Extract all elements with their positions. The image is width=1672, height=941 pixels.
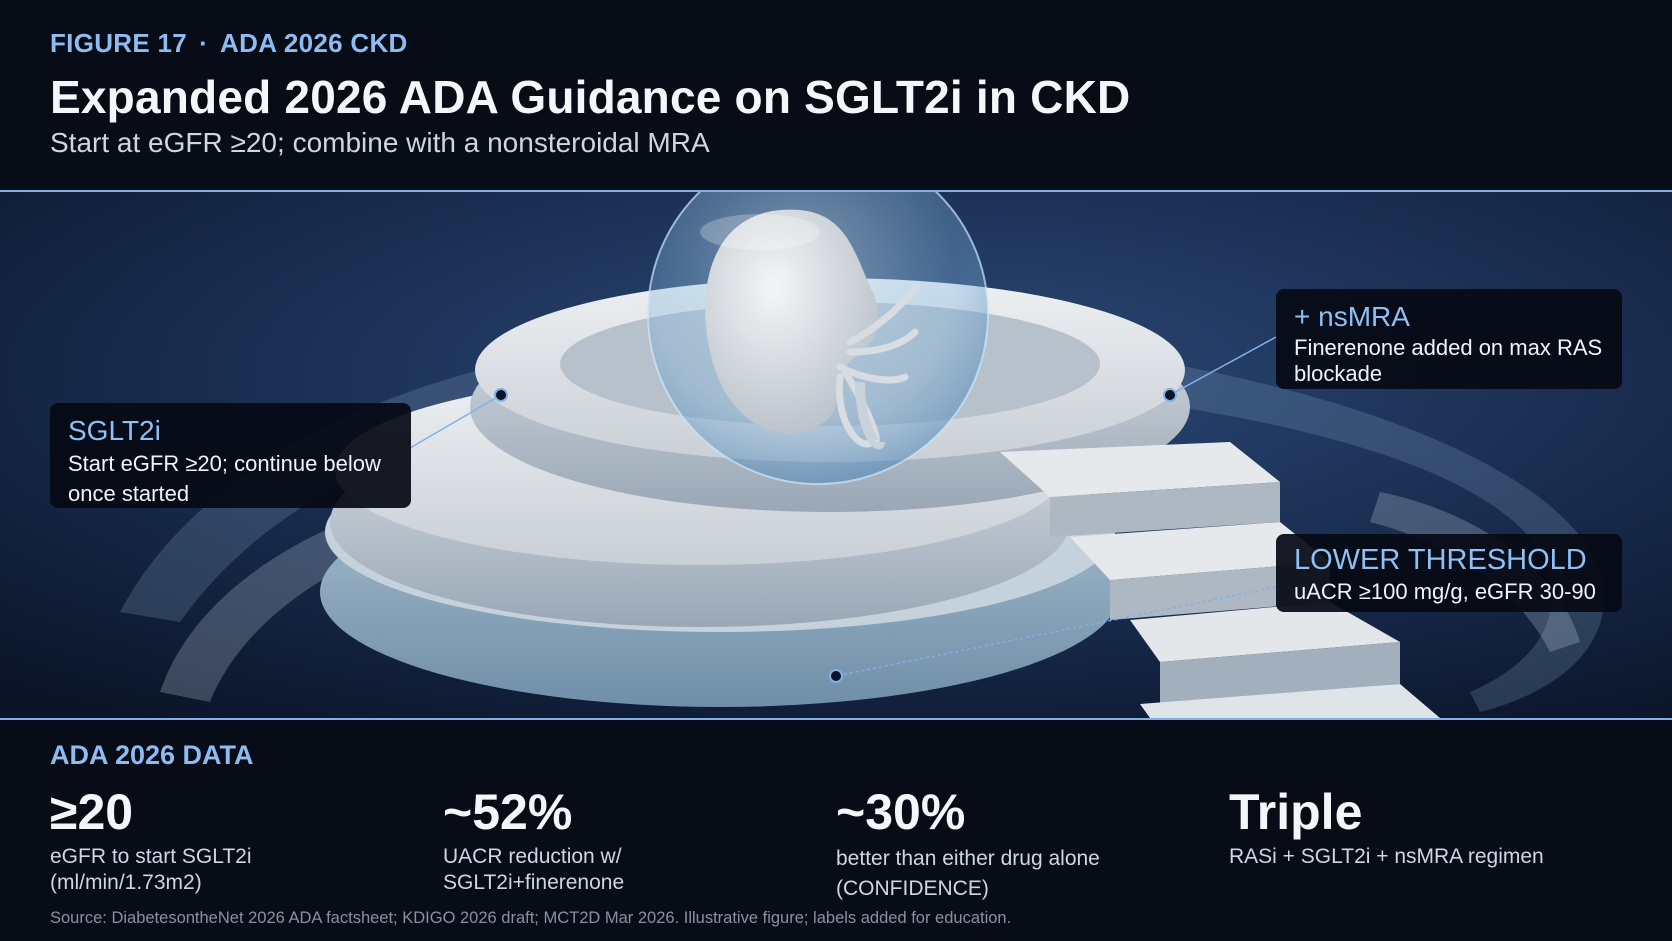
stat-label: RASi + SGLT2i + nsMRA regimen	[1229, 845, 1544, 868]
callout-title: SGLT2i	[68, 415, 161, 446]
top-divider	[0, 190, 1672, 192]
bottom-divider	[0, 718, 1672, 720]
leader-line-sglt2i	[409, 394, 502, 449]
stat-label: eGFR to start SGLT2i (ml/min/1.73m2)	[50, 845, 252, 894]
callout-lower-threshold: LOWER THRESHOLD uACR ≥100 mg/g, eGFR 30-…	[1276, 534, 1622, 612]
callout-title: LOWER THRESHOLD	[1294, 544, 1587, 576]
figure-header: FIGURE 17 · ADA 2026 CKD Expanded 2026 ADA…	[0, 0, 1672, 190]
kicker-separator: ·	[199, 28, 209, 58]
anchor-dot-nsmra	[1163, 388, 1177, 402]
illustration-svg	[0, 192, 1672, 718]
callout-title: + nsMRA	[1294, 301, 1410, 332]
anchor-dot-threshold	[829, 669, 843, 683]
callout-body: uACR ≥100 mg/g, eGFR 30-90	[1294, 579, 1596, 604]
kidney-vessels	[835, 283, 919, 448]
callout-nsmra: + nsMRA Finerenone added on max RAS bloc…	[1276, 289, 1622, 389]
kidney-illustration	[0, 192, 1672, 718]
source-note: Source: DiabetesontheNet 2026 ADA factsh…	[50, 909, 1012, 927]
callout-body: Start eGFR ≥20; continue below once star…	[68, 451, 381, 506]
stat-value: Triple	[1229, 784, 1363, 840]
stat-egfr: ≥20 eGFR to start SGLT2i (ml/min/1.73m2)	[50, 780, 410, 896]
stat-combination: ~30% better than either drug alone (CONF…	[836, 780, 1196, 904]
leader-line-threshold	[835, 586, 1277, 677]
stat-value: ~30%	[836, 784, 966, 840]
ureter	[855, 381, 885, 450]
figure-tag: ADA 2026 CKD	[220, 28, 408, 58]
callout-sglt2i: SGLT2i Start eGFR ≥20; continue below on…	[50, 403, 411, 508]
stat-value: ~52%	[443, 784, 573, 840]
page-title: Expanded 2026 ADA Guidance on SGLT2i in …	[50, 71, 1131, 123]
callout-body: Finerenone added on max RAS blockade	[1294, 335, 1603, 386]
leader-line-nsmra	[1169, 336, 1277, 396]
kidney-shape	[705, 209, 879, 434]
anchor-dot-sglt2i	[494, 388, 508, 402]
page-subtitle: Start at eGFR ≥20; combine with a nonste…	[50, 127, 710, 158]
stat-label: better than either drug alone (CONFIDENC…	[836, 847, 1100, 900]
data-section-heading: ADA 2026 DATA	[50, 740, 254, 770]
ribbon-swirl-right	[1370, 492, 1580, 652]
figure-kicker: FIGURE 17 · ADA 2026 CKD	[50, 28, 408, 59]
sphere-highlight	[700, 214, 820, 250]
staircase	[1000, 442, 1440, 718]
figure-label: FIGURE 17	[50, 28, 188, 58]
stat-regimen: Triple RASi + SGLT2i + nsMRA regimen	[1229, 780, 1589, 870]
stat-value: ≥20	[50, 784, 134, 840]
stat-label: UACR reduction w/ SGLT2i+finerenone	[443, 845, 625, 894]
stat-uacr: ~52% UACR reduction w/ SGLT2i+finerenone	[443, 780, 803, 896]
